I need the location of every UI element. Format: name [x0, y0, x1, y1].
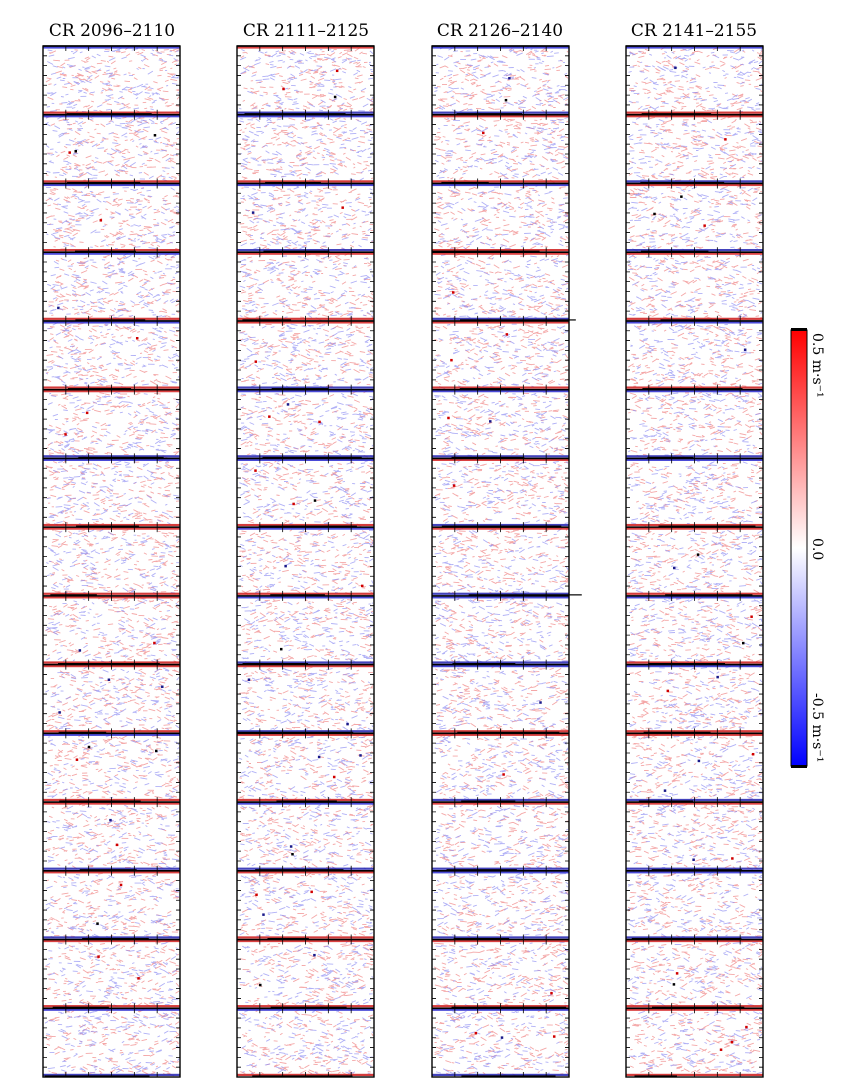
panel-cr-2119 — [237, 595, 374, 665]
column-title-1: CR 2096–2110 — [49, 21, 175, 41]
panel-cr-2115 — [237, 320, 374, 390]
column-title-3: CR 2126–2140 — [437, 21, 563, 41]
panel-cr-2111 — [237, 45, 374, 115]
panel-column-3 — [431, 45, 582, 1078]
panel-cr-2148 — [626, 526, 763, 596]
panel-cr-2122 — [237, 801, 374, 871]
panel-cr-2127 — [432, 113, 569, 184]
panel-cr-2097 — [43, 113, 180, 184]
colorbar-label-max: 0.5 m·s⁻¹ — [809, 333, 825, 398]
panel-cr-2133 — [432, 526, 582, 596]
colorbar-bottom-cap — [791, 765, 807, 768]
panel-cr-2105 — [43, 663, 180, 734]
panel-cr-2137 — [432, 801, 569, 871]
panel-cr-2153 — [626, 869, 763, 940]
panel-cr-2129 — [432, 251, 576, 321]
panel-column-frame — [625, 45, 764, 1078]
panel-cr-2110 — [43, 1007, 180, 1077]
panel-cr-2103 — [43, 526, 180, 596]
panel-cr-2123 — [237, 869, 374, 940]
panel-column-frame — [431, 45, 570, 1078]
panel-cr-2121 — [237, 732, 374, 803]
panel-cr-2152 — [626, 801, 763, 871]
panel-cr-2140 — [432, 1007, 569, 1077]
panel-cr-2096 — [43, 45, 180, 115]
panel-cr-2101 — [43, 388, 180, 459]
panel-cr-2108 — [43, 869, 180, 940]
panel-cr-2150 — [626, 663, 763, 734]
panel-cr-2147 — [626, 457, 763, 528]
panel-column-1 — [42, 45, 181, 1078]
panel-cr-2139 — [432, 938, 569, 1009]
panel-cr-2143 — [626, 182, 763, 253]
panel-cr-2130 — [432, 320, 569, 390]
colorbar-label-zero: 0.0 — [809, 538, 825, 560]
panel-cr-2098 — [43, 182, 180, 253]
panel-cr-2106 — [43, 732, 180, 803]
panel-cr-2114 — [237, 251, 374, 322]
panel-cr-2125 — [237, 1007, 374, 1077]
panel-cr-2151 — [626, 732, 763, 803]
panel-grid — [42, 45, 764, 1078]
panel-column-4 — [625, 45, 764, 1078]
panel-cr-2112 — [237, 113, 374, 184]
colorbar: 0.5 m·s⁻¹ 0.0 -0.5 m·s⁻¹ — [790, 328, 825, 768]
panel-cr-2144 — [626, 251, 763, 321]
panel-column-frame — [42, 45, 181, 1078]
panel-cr-2141 — [626, 45, 763, 115]
panel-column-frame — [236, 45, 375, 1078]
panel-cr-2099 — [43, 251, 180, 321]
panel-cr-2116 — [237, 388, 374, 459]
colorbar-gradient — [790, 329, 808, 767]
panel-cr-2126 — [432, 45, 569, 115]
colorbar-top-cap — [791, 328, 807, 331]
panel-cr-2154 — [626, 938, 763, 1009]
panel-cr-2134 — [432, 595, 569, 665]
panel-cr-2124 — [237, 938, 374, 1009]
panel-cr-2128 — [432, 182, 569, 253]
panel-cr-2136 — [432, 732, 569, 803]
panel-cr-2146 — [626, 388, 763, 459]
panel-cr-2107 — [43, 801, 180, 871]
column-title-2: CR 2111–2125 — [243, 21, 369, 41]
panel-cr-2102 — [43, 457, 180, 528]
panel-cr-2155 — [626, 1007, 763, 1077]
panel-cr-2117 — [237, 457, 374, 528]
panel-cr-2149 — [626, 595, 763, 665]
panel-cr-2131 — [432, 388, 569, 459]
panel-cr-2118 — [237, 526, 374, 596]
panel-cr-2138 — [432, 869, 569, 940]
panel-cr-2100 — [43, 320, 180, 390]
panel-cr-2145 — [626, 320, 763, 390]
panel-cr-2120 — [237, 663, 374, 734]
panel-cr-2135 — [432, 663, 569, 734]
colorbar-label-min: -0.5 m·s⁻¹ — [809, 693, 825, 762]
panel-cr-2142 — [626, 113, 763, 184]
panel-cr-2109 — [43, 938, 180, 1009]
panel-column-2 — [236, 45, 375, 1078]
panel-cr-2113 — [237, 182, 374, 253]
column-title-4: CR 2141–2155 — [631, 21, 757, 41]
panel-cr-2132 — [432, 457, 569, 528]
panel-cr-2104 — [43, 595, 180, 665]
